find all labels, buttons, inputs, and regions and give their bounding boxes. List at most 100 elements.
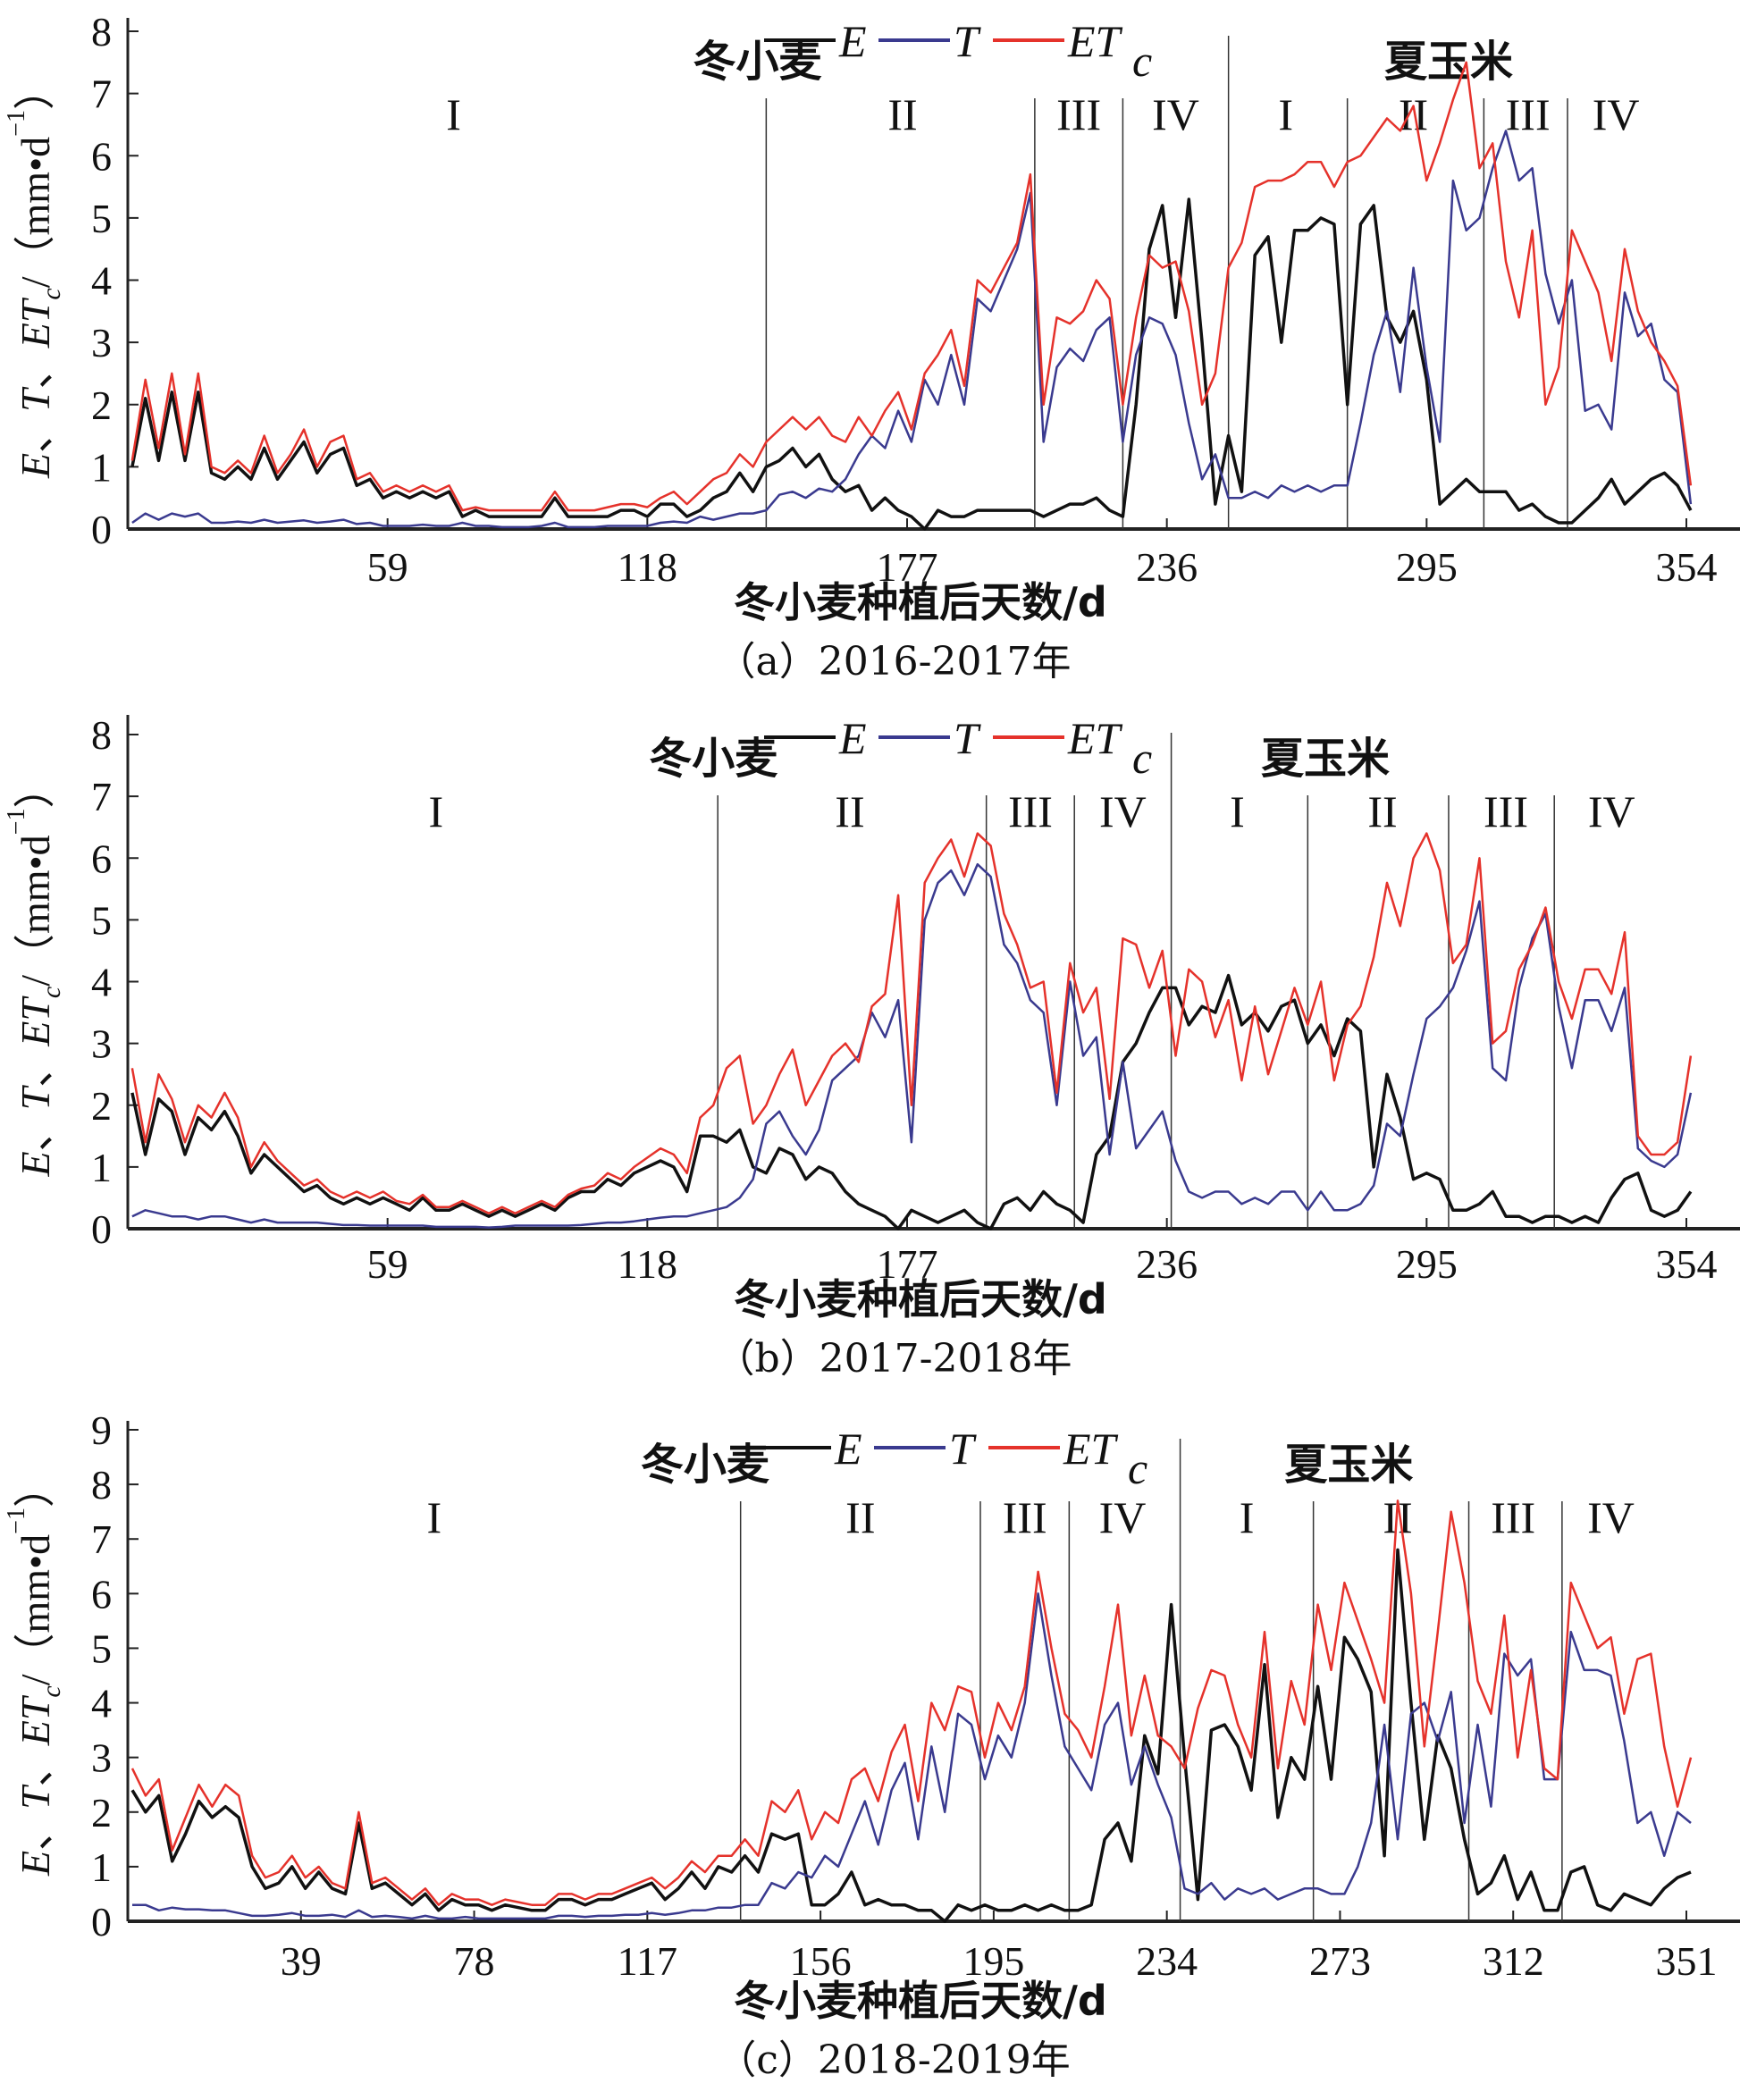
- phase-label: I: [427, 1492, 442, 1542]
- y-tick-label: 8: [91, 1462, 112, 1508]
- y-tick-label: 2: [91, 382, 112, 428]
- crop-label-wheat: 冬小麦: [649, 734, 778, 784]
- phase-label: III: [1008, 786, 1053, 836]
- phase-label: II: [835, 786, 864, 836]
- y-tick-label: 5: [91, 196, 112, 241]
- legend-label-t: T: [954, 16, 981, 66]
- x-tick-label: 354: [1656, 1241, 1718, 1287]
- panel-caption: （a）2016-2017年: [716, 639, 1071, 685]
- phase-label: IV: [1593, 89, 1640, 139]
- legend-label-t: T: [954, 713, 981, 763]
- y-axis-label-part: ET: [13, 995, 58, 1047]
- x-tick-label: 236: [1136, 1241, 1198, 1287]
- series-line-e: [130, 197, 1693, 531]
- y-axis-label-part: c: [37, 288, 66, 299]
- phase-label: I: [1240, 1492, 1255, 1542]
- x-tick-label: 312: [1483, 1938, 1544, 1984]
- y-tick-label: 3: [91, 1021, 112, 1067]
- y-axis-label-part: /（mm•d: [13, 1534, 58, 1685]
- y-tick-label: 7: [91, 774, 112, 819]
- y-axis-label-part: c: [37, 1685, 66, 1697]
- y-axis-label-part: −1: [3, 1508, 30, 1534]
- x-tick-label: 156: [790, 1938, 852, 1984]
- x-tick-label: 195: [962, 1938, 1024, 1984]
- series-line-e: [130, 973, 1693, 1231]
- x-tick-label: 177: [877, 1241, 938, 1287]
- y-axis-label-part: ）: [13, 768, 58, 809]
- phase-label: IV: [1587, 1492, 1635, 1542]
- phase-label: III: [1506, 89, 1551, 139]
- y-tick-label: 6: [91, 133, 112, 179]
- y-tick-label: 0: [91, 507, 112, 552]
- y-axis-label-part: ET: [13, 1694, 58, 1746]
- phase-label: IV: [1099, 1492, 1147, 1542]
- phase-label: IV: [1152, 89, 1199, 139]
- legend-label-e: E: [838, 713, 867, 763]
- x-tick-label: 59: [367, 544, 408, 590]
- legend-label-subscript: c: [1132, 36, 1152, 86]
- y-tick-label: 1: [91, 1844, 112, 1890]
- phase-label: II: [1367, 786, 1397, 836]
- phase-label: II: [887, 89, 917, 139]
- phase-label: IV: [1588, 786, 1635, 836]
- legend-label-t: T: [949, 1424, 977, 1474]
- y-axis-label-part: E: [13, 453, 58, 479]
- x-tick-label: 273: [1309, 1938, 1371, 1984]
- x-tick-label: 118: [618, 544, 677, 590]
- series-line-t: [132, 1592, 1692, 1920]
- x-tick-label: 295: [1396, 544, 1458, 590]
- y-axis-label-part: ）: [13, 69, 58, 110]
- y-tick-label: 4: [91, 1681, 112, 1726]
- y-axis-label-part: 、: [13, 348, 58, 389]
- phase-label: III: [1484, 786, 1528, 836]
- y-axis-label-part: T: [13, 1084, 58, 1110]
- y-axis-label-part: 、: [13, 1046, 58, 1088]
- x-tick-label: 78: [454, 1938, 495, 1984]
- y-tick-label: 8: [91, 712, 112, 758]
- series-line-t: [131, 862, 1693, 1229]
- crop-label-wheat: 冬小麦: [641, 1440, 769, 1490]
- legend: E T ET c: [760, 1424, 1147, 1493]
- y-axis-label-part: 、: [13, 1110, 58, 1151]
- phase-label: I: [1278, 89, 1293, 139]
- legend-label-etc: ET: [1063, 1424, 1119, 1474]
- y-tick-label: 9: [91, 1407, 112, 1453]
- x-tick-label: 177: [877, 544, 938, 590]
- y-tick-label: 6: [91, 836, 112, 881]
- y-axis-label-part: T: [13, 1784, 58, 1810]
- y-axis-label-part: 、: [13, 1810, 58, 1851]
- x-axis-label: 冬小麦种植后天数/d: [734, 1275, 1107, 1323]
- y-tick-label: 1: [91, 1145, 112, 1190]
- y-axis-label-part: c: [37, 987, 66, 998]
- y-tick-label: 1: [91, 444, 112, 490]
- series-line-e: [130, 1548, 1692, 1923]
- y-tick-label: 0: [91, 1206, 112, 1252]
- legend-label-subscript: c: [1128, 1443, 1147, 1493]
- y-axis-label-part: −1: [3, 110, 30, 137]
- series-line-etc: [130, 61, 1693, 512]
- phase-label: III: [1003, 1492, 1047, 1542]
- y-tick-label: 5: [91, 1625, 112, 1671]
- phase-label: I: [429, 786, 444, 836]
- x-tick-label: 118: [618, 1241, 677, 1287]
- crop-label-maize: 夏玉米: [1284, 1440, 1413, 1490]
- legend-label-etc: ET: [1067, 713, 1123, 763]
- y-axis-label: E、T、ETc/（mm•d−1）: [3, 1466, 66, 1877]
- y-axis-label-part: E: [13, 1151, 58, 1177]
- phase-label: III: [1056, 89, 1101, 139]
- y-tick-label: 7: [91, 1516, 112, 1562]
- x-tick-label: 39: [281, 1938, 322, 1984]
- y-axis-label-part: ）: [13, 1466, 58, 1508]
- y-tick-label: 0: [91, 1899, 112, 1945]
- crop-label-wheat: 冬小麦: [693, 37, 821, 87]
- series-line-t: [131, 130, 1693, 529]
- y-tick-label: 3: [91, 320, 112, 365]
- legend-label-e: E: [838, 16, 867, 66]
- x-tick-label: 236: [1136, 544, 1198, 590]
- x-tick-label: 59: [367, 1241, 408, 1287]
- x-tick-label: 354: [1656, 544, 1718, 590]
- panel-caption: （b）2017-2018年: [716, 1336, 1072, 1382]
